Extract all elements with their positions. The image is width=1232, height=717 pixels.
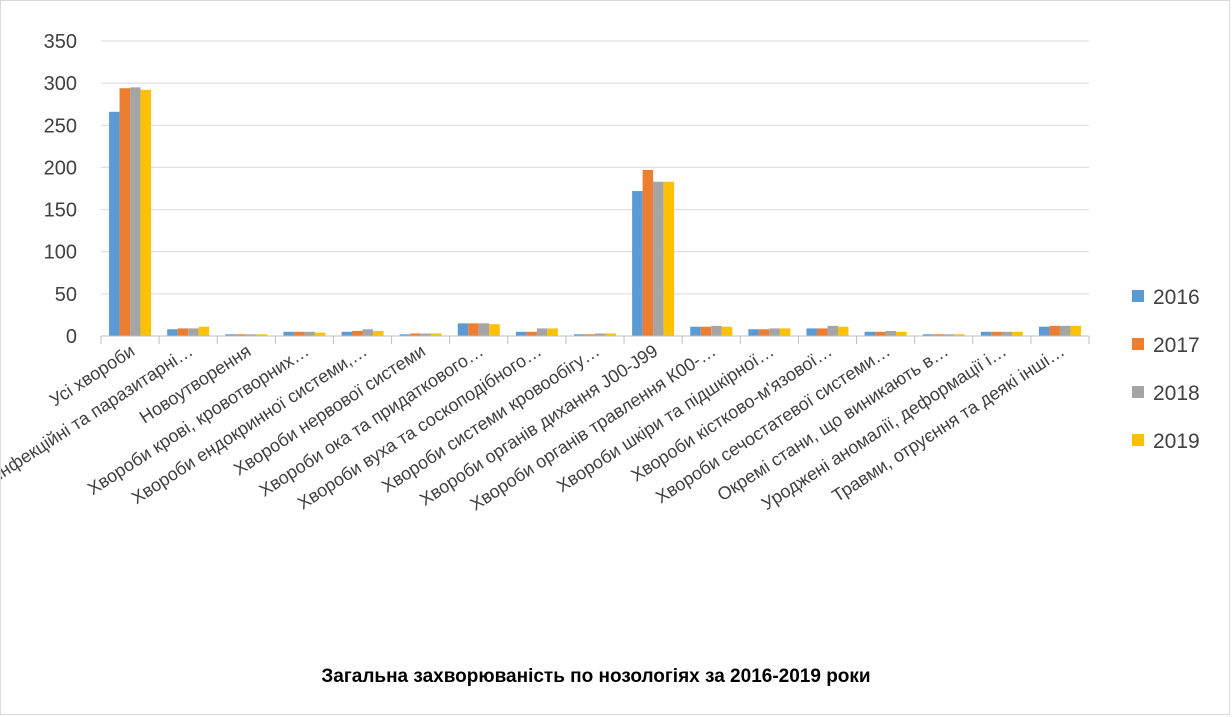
bar-2016-7 bbox=[515, 331, 527, 336]
bar-2017-7 bbox=[526, 331, 537, 336]
y-tick-label: 0 bbox=[66, 326, 77, 348]
bar-2018-11 bbox=[769, 328, 780, 336]
bar-2019-15 bbox=[1012, 331, 1023, 336]
bar-2019-4 bbox=[373, 330, 384, 336]
bar-2016-15 bbox=[980, 331, 992, 336]
chart-title: Загальна захворюваність по нозологіях за… bbox=[321, 666, 870, 687]
bar-2019-16 bbox=[1070, 325, 1081, 336]
bar-2019-11 bbox=[779, 328, 791, 336]
bar-2017-1 bbox=[177, 328, 189, 336]
y-tick-label: 300 bbox=[44, 73, 77, 95]
bar-2018-16 bbox=[1059, 325, 1071, 336]
bar-2017-0 bbox=[119, 88, 131, 336]
legend-label-2017: 2017 bbox=[1153, 334, 1200, 357]
bar-2017-2 bbox=[235, 334, 247, 336]
bar-2019-8 bbox=[605, 333, 616, 336]
bar-2018-4 bbox=[362, 329, 374, 336]
bar-2017-6 bbox=[468, 323, 479, 336]
bar-2019-2 bbox=[256, 334, 268, 336]
bar-2019-3 bbox=[314, 332, 326, 336]
bar-2016-6 bbox=[457, 323, 469, 336]
bar-2017-4 bbox=[352, 330, 363, 336]
bar-2016-5 bbox=[399, 334, 411, 336]
bar-2016-1 bbox=[167, 329, 178, 336]
legend-swatch-2019 bbox=[1132, 434, 1144, 446]
bar-2017-15 bbox=[991, 331, 1002, 336]
bar-2018-14 bbox=[943, 334, 955, 336]
y-tick-label: 150 bbox=[44, 200, 77, 222]
legend: 2016 2017 2018 2019 bbox=[1132, 286, 1200, 453]
bar-2017-14 bbox=[933, 334, 944, 336]
bar-2018-13 bbox=[885, 330, 897, 336]
bar-2016-12 bbox=[806, 328, 817, 336]
bar-2019-9 bbox=[663, 181, 675, 336]
bar-2018-10 bbox=[711, 325, 722, 336]
legend-label-2019: 2019 bbox=[1153, 430, 1200, 453]
legend-swatch-2017 bbox=[1132, 338, 1144, 350]
bar-2018-7 bbox=[536, 328, 548, 336]
bar-2018-15 bbox=[1001, 331, 1013, 336]
bar-2017-3 bbox=[293, 331, 305, 336]
y-tick-label: 250 bbox=[44, 115, 77, 137]
bar-2017-12 bbox=[816, 328, 828, 336]
bar-2019-13 bbox=[896, 331, 907, 336]
bar-2019-10 bbox=[721, 326, 733, 336]
bar-2017-10 bbox=[700, 326, 712, 336]
y-tick-label: 200 bbox=[44, 157, 77, 179]
bar-2018-6 bbox=[478, 323, 490, 336]
bar-2016-4 bbox=[341, 331, 353, 336]
legend-swatch-2016 bbox=[1132, 290, 1144, 302]
bar-2018-1 bbox=[188, 328, 199, 336]
bar-2017-11 bbox=[758, 329, 770, 336]
bar-2018-5 bbox=[420, 333, 432, 336]
bar-2018-3 bbox=[304, 331, 315, 336]
bar-2016-2 bbox=[225, 334, 236, 336]
bar-2016-10 bbox=[690, 326, 701, 336]
bar-2016-11 bbox=[748, 329, 759, 336]
bar-2019-0 bbox=[140, 89, 152, 336]
bar-2016-0 bbox=[109, 111, 120, 336]
y-axis-ticks: 0 50 100 150 200 250 300 350 bbox=[44, 31, 77, 348]
bar-2019-14 bbox=[954, 334, 965, 336]
legend-label-2018: 2018 bbox=[1153, 382, 1200, 405]
bar-2019-12 bbox=[837, 326, 849, 336]
bar-2017-16 bbox=[1049, 325, 1060, 336]
bars bbox=[109, 87, 1081, 336]
bar-2016-13 bbox=[864, 331, 876, 336]
bar-2019-6 bbox=[489, 324, 500, 336]
bar-2019-1 bbox=[198, 326, 210, 336]
bar-2018-0 bbox=[130, 87, 141, 336]
legend-swatch-2018 bbox=[1132, 386, 1144, 398]
y-tick-label: 350 bbox=[44, 31, 77, 53]
legend-label-2016: 2016 bbox=[1153, 286, 1200, 309]
bar-2016-9 bbox=[632, 191, 643, 336]
bar-2019-5 bbox=[431, 333, 442, 336]
y-tick-label: 100 bbox=[44, 242, 77, 264]
bar-2017-8 bbox=[584, 334, 595, 336]
bar-2019-7 bbox=[547, 328, 558, 336]
x-axis bbox=[100, 335, 1090, 344]
bar-2017-9 bbox=[642, 169, 654, 336]
gridlines bbox=[101, 40, 1089, 295]
bar-2016-3 bbox=[283, 331, 294, 336]
bar-2017-13 bbox=[875, 331, 886, 336]
bar-2016-14 bbox=[922, 334, 934, 336]
y-tick-label: 50 bbox=[55, 284, 77, 306]
bar-2018-9 bbox=[653, 181, 664, 336]
bar-2018-12 bbox=[827, 325, 838, 336]
bar-2018-2 bbox=[246, 334, 257, 336]
bar-2016-8 bbox=[574, 334, 585, 336]
bar-2017-5 bbox=[410, 333, 421, 336]
bar-2018-8 bbox=[595, 333, 606, 336]
bar-2016-16 bbox=[1038, 326, 1050, 336]
